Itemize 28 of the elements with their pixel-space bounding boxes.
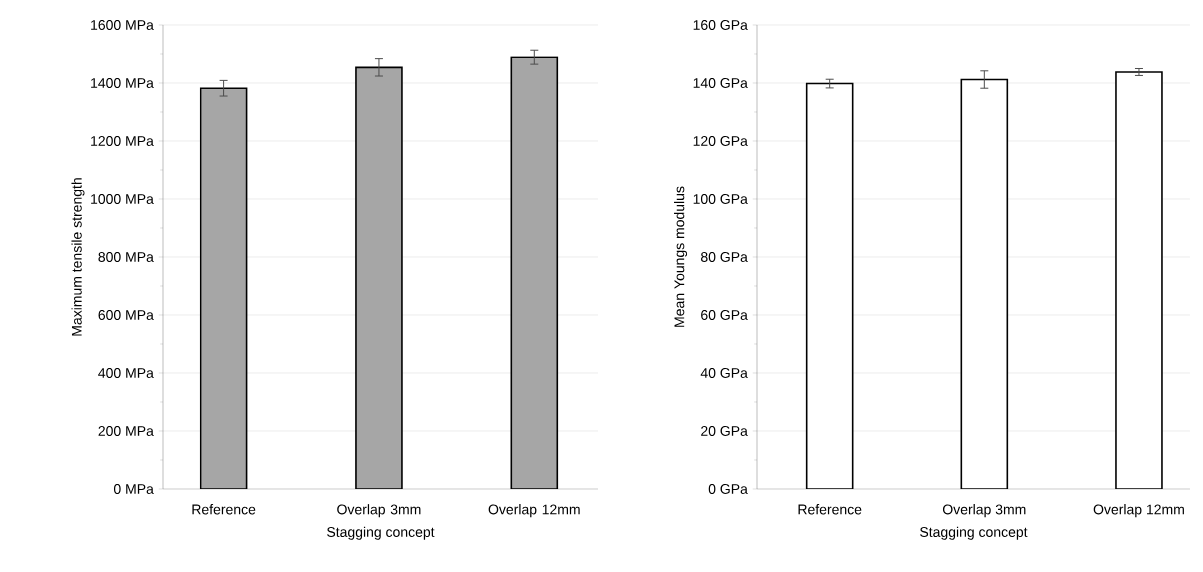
y-tick-label: 100 GPa [693,194,748,204]
y-tick-label: 1400 MPa [91,78,154,88]
y-tick-label: 20 GPa [701,426,748,436]
x-tick-label: Overlap 12mm [488,504,580,518]
x-tick-label: Overlap 3mm [942,504,1026,518]
y-tick-label: 80 GPa [701,252,748,262]
y-tick-label: 1600 MPa [91,20,154,30]
y-tick-label: 200 MPa [98,426,154,436]
y-tick-label: 400 MPa [98,368,154,378]
x-tick-label: Reference [798,504,862,515]
y-tick-label: 60 GPa [701,310,748,320]
y-tick-label: 40 GPa [700,368,748,378]
x-tick-label: Reference [192,504,256,515]
x-tick-label: Overlap 3mm [337,504,421,518]
y-tick-label: 0 GPa [708,484,748,494]
x-axis-title: Stagging concept [920,526,1028,540]
x-tick-label: Overlap 12mm [1093,504,1184,518]
y-tick-label: 160 GPa [693,20,748,30]
y-tick-label: 600 MPa [98,310,154,320]
y-tick-label: 120 GPa [693,136,748,146]
y-tick-label: 1200 MPa [91,136,154,146]
y-tick-label: 140 GPa [693,78,748,88]
y-axis-title: Maximum tensile strength [71,178,85,336]
x-axis-title: Stagging concept [327,526,435,540]
y-tick-label: 1000 MPa [91,194,154,204]
y-axis-title: Mean Youngs modulus [674,186,688,327]
y-tick-label: 0 MPa [113,484,154,494]
y-tick-label: 800 MPa [98,252,154,262]
